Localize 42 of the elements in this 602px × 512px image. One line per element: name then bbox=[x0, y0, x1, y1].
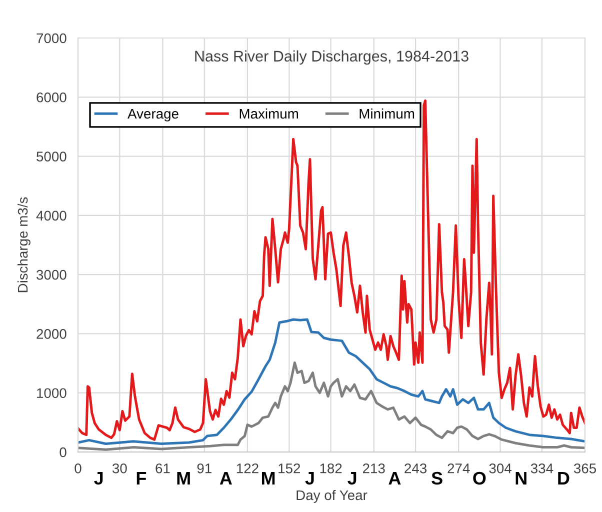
y-tick-label: 6000 bbox=[36, 92, 66, 102]
line-series bbox=[78, 361, 585, 451]
text: J bbox=[305, 472, 314, 485]
y-tick-label: 4000 bbox=[36, 210, 66, 221]
legend-label: Minimum bbox=[360, 108, 414, 119]
x-tick-label: 365 bbox=[574, 463, 596, 474]
text: J bbox=[348, 472, 356, 485]
text: Nass River Daily Discharges, 1984-2013 bbox=[195, 50, 468, 65]
x-tick-label: 334 bbox=[530, 463, 554, 474]
text: A bbox=[220, 472, 232, 484]
legend-label: Maximum bbox=[240, 108, 298, 119]
x-tick-label: 91 bbox=[197, 463, 212, 474]
y-tick-label: 7000 bbox=[36, 33, 66, 44]
x-tick-label: 61 bbox=[156, 463, 170, 474]
x-tick-label: 30 bbox=[112, 463, 127, 474]
x-tick-label: 274 bbox=[448, 463, 470, 474]
text: M bbox=[177, 472, 190, 484]
x-tick-label: 213 bbox=[362, 463, 385, 474]
line-series bbox=[78, 99, 585, 441]
text: J bbox=[94, 472, 103, 485]
line-series bbox=[78, 318, 585, 445]
text: F bbox=[136, 472, 146, 484]
y-tick-label: 2000 bbox=[36, 329, 66, 339]
text: A bbox=[388, 472, 401, 484]
x-tick-label: 243 bbox=[404, 463, 427, 474]
y-tick-label: 0 bbox=[60, 447, 66, 458]
x-tick-label: 182 bbox=[320, 463, 342, 474]
y-tick-label: 3000 bbox=[36, 270, 66, 280]
text: N bbox=[516, 472, 526, 484]
x-tick-label: 0 bbox=[74, 463, 82, 474]
text: S bbox=[432, 472, 442, 485]
text: D bbox=[558, 472, 570, 484]
x-axis-title: Day of Year bbox=[296, 490, 368, 503]
y-tick-label: 1000 bbox=[37, 388, 66, 398]
text: M bbox=[262, 472, 275, 484]
legend-label: Average bbox=[128, 108, 178, 122]
text: O bbox=[473, 472, 486, 485]
y-tick-label: 5000 bbox=[36, 152, 66, 162]
x-tick-label: 304 bbox=[489, 463, 512, 474]
x-tick-label: 152 bbox=[278, 463, 300, 474]
y-axis-title: Discharge m3/s bbox=[17, 197, 30, 292]
x-tick-label: 122 bbox=[236, 463, 258, 474]
